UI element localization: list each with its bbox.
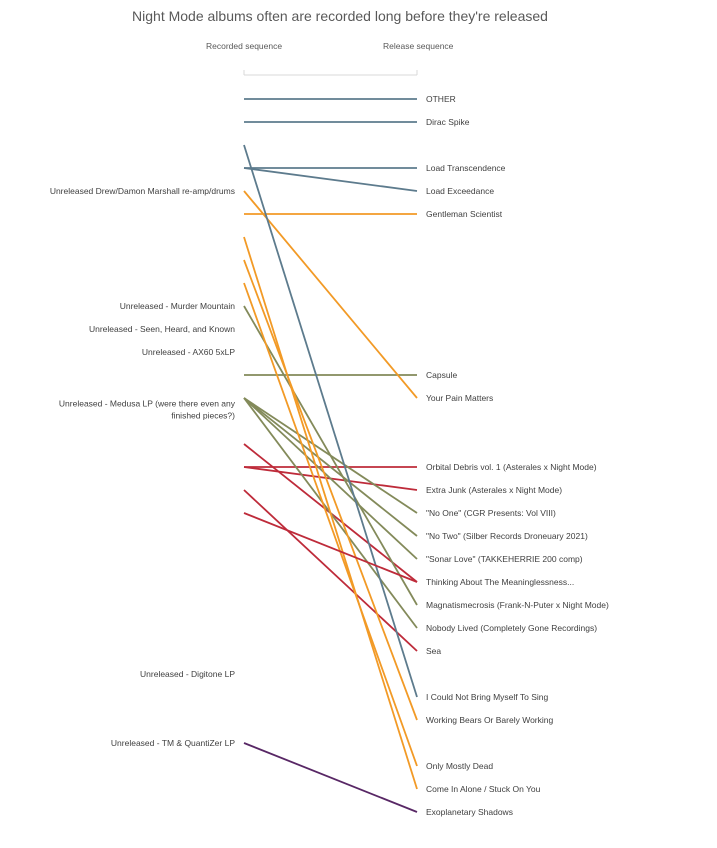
slope-line-sea xyxy=(243,489,418,652)
slope-line-working-bears-or-barely-working xyxy=(243,259,418,721)
release-label: OTHER xyxy=(426,94,456,104)
release-label: Come In Alone / Stuck On You xyxy=(426,784,541,794)
slope-line-no-two-silber-records-droneuary-2021 xyxy=(243,397,418,537)
slope-line-only-mostly-dead xyxy=(243,282,418,767)
release-label: Load Exceedance xyxy=(426,186,494,196)
unreleased-label: Unreleased - Medusa LP (were there even … xyxy=(59,399,236,421)
chart-subtitle: Night Mode albums often are recorded lon… xyxy=(132,8,548,24)
slope-line-come-in-alone-stuck-on-you xyxy=(243,236,418,790)
top-bracket xyxy=(243,70,418,76)
slope-line-exoplanetary-shadows xyxy=(243,742,418,813)
left-axis-label: Recorded sequence xyxy=(206,41,283,51)
slope-line-load-exceedance xyxy=(243,167,418,192)
slope-line-magnatismecrosis-frank-n-puter-x-night-mode xyxy=(243,305,418,606)
release-label: Gentleman Scientist xyxy=(426,209,503,219)
slope-line-21 xyxy=(243,512,418,583)
release-label: Magnatismecrosis (Frank-N-Puter x Night … xyxy=(426,600,609,610)
release-label: Orbital Debris vol. 1 (Asterales x Night… xyxy=(426,462,597,472)
release-label: Sea xyxy=(426,646,441,656)
right-axis-label: Release sequence xyxy=(383,41,454,51)
left-labels: Unreleased Drew/Damon Marshall re-amp/dr… xyxy=(50,186,236,748)
release-label: Working Bears Or Barely Working xyxy=(426,715,553,725)
release-label: "Sonar Love" (TAKKEHERRIE 200 comp) xyxy=(426,554,583,564)
release-label: Dirac Spike xyxy=(426,117,470,127)
unreleased-label: Unreleased - Digitone LP xyxy=(140,669,235,679)
release-label: Capsule xyxy=(426,370,457,380)
right-labels: OTHER Dirac Spike Load Transcendence Load E… xyxy=(426,94,609,817)
slope-lines xyxy=(243,98,418,813)
release-label: Exoplanetary Shadows xyxy=(426,807,513,817)
unreleased-label: Unreleased - Murder Mountain xyxy=(120,301,236,311)
unreleased-label: Unreleased Drew/Damon Marshall re-amp/dr… xyxy=(50,186,235,196)
release-label: Extra Junk (Asterales x Night Mode) xyxy=(426,485,562,495)
slope-line-i-could-not-bring-myself-to-sing xyxy=(243,144,418,698)
unreleased-label: Unreleased - Seen, Heard, and Known xyxy=(89,324,235,334)
release-label: Nobody Lived (Completely Gone Recordings… xyxy=(426,623,597,633)
release-label: Your Pain Matters xyxy=(426,393,493,403)
release-label: Only Mostly Dead xyxy=(426,761,493,771)
unreleased-label: Unreleased - TM & QuantiZer LP xyxy=(111,738,235,748)
release-label: "No Two" (Silber Records Droneuary 2021) xyxy=(426,531,588,541)
release-label: "No One" (CGR Presents: Vol VIII) xyxy=(426,508,556,518)
unreleased-label: Unreleased - AX60 5xLP xyxy=(142,347,235,357)
slope-line-sonar-love-takkeherrie-200-comp xyxy=(243,397,418,560)
release-label: Load Transcendence xyxy=(426,163,506,173)
release-label: I Could Not Bring Myself To Sing xyxy=(426,692,548,702)
release-label: Thinking About The Meaninglessness... xyxy=(426,577,574,587)
slope-line-your-pain-matters xyxy=(243,190,418,399)
